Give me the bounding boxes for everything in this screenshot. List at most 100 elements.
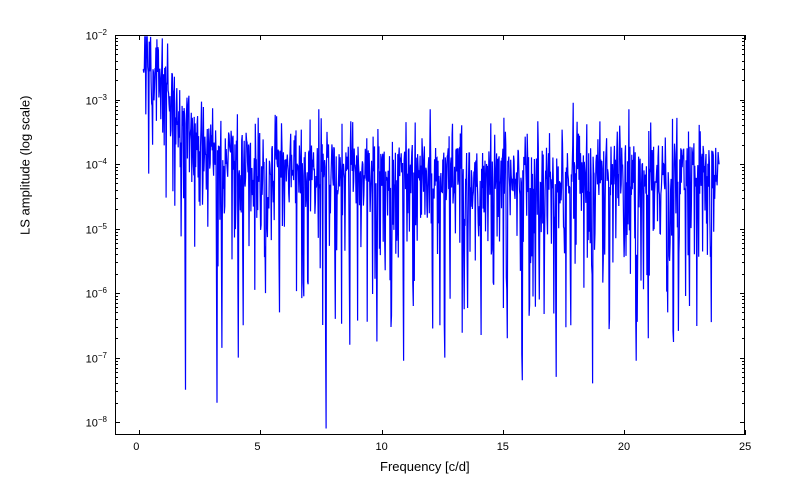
x-tick-mark [503,430,504,435]
y-minor-tick [115,391,118,392]
y-minor-tick [115,262,118,263]
y-tick-mark [740,100,745,101]
y-minor-tick [742,312,745,313]
x-tick-mark [260,430,261,435]
x-tick-mark [139,35,140,40]
y-minor-tick [742,327,745,328]
y-minor-tick [115,190,118,191]
y-minor-tick [742,183,745,184]
y-minor-tick [115,170,118,171]
y-minor-tick [742,69,745,70]
y-minor-tick [742,80,745,81]
y-minor-tick [742,377,745,378]
y-minor-tick [115,80,118,81]
y-minor-tick [742,239,745,240]
y-minor-tick [115,235,118,236]
x-tick-mark [745,35,746,40]
x-tick-label: 0 [133,441,139,453]
y-minor-tick [742,235,745,236]
y-tick-mark [115,293,120,294]
y-tick-mark [740,293,745,294]
y-minor-tick [115,209,118,210]
y-minor-tick [742,54,745,55]
y-minor-tick [115,299,118,300]
y-tick-mark [740,229,745,230]
y-minor-tick [742,254,745,255]
x-tick-mark [745,430,746,435]
x-tick-mark [503,35,504,40]
y-minor-tick [115,243,118,244]
y-minor-tick [742,133,745,134]
y-minor-tick [115,178,118,179]
y-minor-tick [115,145,118,146]
y-tick-label: 10−6 [86,286,107,301]
x-tick-mark [624,430,625,435]
x-axis-label: Frequency [c/d] [380,459,470,474]
figure: LS amplitude (log scale) Frequency [c/d]… [0,0,800,500]
y-minor-tick [115,248,118,249]
y-minor-tick [115,372,118,373]
y-minor-tick [742,372,745,373]
y-minor-tick [115,49,118,50]
y-minor-tick [742,364,745,365]
y-minor-tick [115,296,118,297]
y-tick-mark [115,35,120,36]
x-tick-label: 20 [618,441,630,453]
y-minor-tick [115,183,118,184]
y-minor-tick [115,174,118,175]
y-minor-tick [115,133,118,134]
y-minor-tick [115,383,118,384]
y-minor-tick [115,45,118,46]
y-minor-tick [115,327,118,328]
y-minor-tick [742,49,745,50]
y-minor-tick [742,296,745,297]
y-minor-tick [115,54,118,55]
y-tick-mark [740,164,745,165]
y-minor-tick [742,170,745,171]
y-minor-tick [742,307,745,308]
y-minor-tick [742,361,745,362]
y-minor-tick [742,319,745,320]
y-minor-tick [115,232,118,233]
y-minor-tick [115,110,118,111]
y-minor-tick [742,391,745,392]
y-minor-tick [742,248,745,249]
y-minor-tick [115,125,118,126]
y-minor-tick [742,41,745,42]
y-minor-tick [742,299,745,300]
y-tick-mark [115,422,120,423]
y-minor-tick [115,364,118,365]
y-minor-tick [115,102,118,103]
y-minor-tick [742,45,745,46]
y-minor-tick [115,38,118,39]
x-tick-mark [382,430,383,435]
y-minor-tick [115,274,118,275]
y-tick-mark [740,422,745,423]
y-minor-tick [742,262,745,263]
y-minor-tick [115,239,118,240]
y-minor-tick [742,383,745,384]
y-tick-mark [740,358,745,359]
y-minor-tick [115,377,118,378]
y-minor-tick [742,61,745,62]
y-minor-tick [115,403,118,404]
ls-amplitude-line [143,37,719,429]
y-minor-tick [742,174,745,175]
x-tick-label: 25 [739,441,751,453]
y-minor-tick [115,303,118,304]
y-minor-tick [115,106,118,107]
y-minor-tick [742,198,745,199]
y-minor-tick [742,178,745,179]
y-minor-tick [742,338,745,339]
y-minor-tick [115,61,118,62]
y-minor-tick [742,106,745,107]
y-minor-tick [742,190,745,191]
y-minor-tick [115,368,118,369]
y-minor-tick [742,243,745,244]
x-tick-mark [139,430,140,435]
y-minor-tick [742,125,745,126]
y-tick-mark [115,358,120,359]
y-minor-tick [742,119,745,120]
y-minor-tick [115,312,118,313]
x-tick-mark [260,35,261,40]
